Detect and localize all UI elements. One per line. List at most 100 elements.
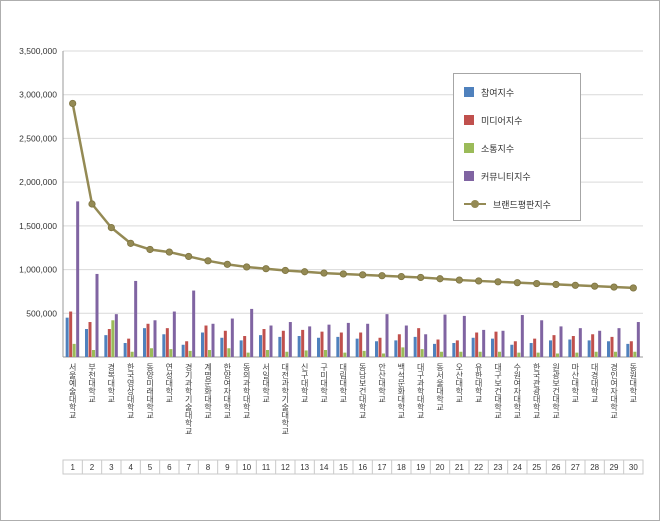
brand-index-marker-icon	[127, 239, 135, 247]
bar-소통지수	[614, 351, 617, 357]
bar-소통지수	[72, 343, 76, 357]
bar-미디어지수	[378, 337, 382, 357]
bar-참여지수	[491, 338, 494, 357]
rank-number-label: 29	[610, 463, 619, 472]
bar-커뮤니티지수	[114, 314, 118, 357]
brand-index-marker-icon	[629, 284, 637, 292]
bar-미디어지수	[301, 329, 305, 357]
x-axis-category-label: 동양미래대학교	[145, 363, 154, 419]
y-axis-tick-label: 1,000,000	[19, 265, 57, 275]
bar-커뮤니티지수	[250, 308, 254, 357]
legend-item-communication: 소통지수	[464, 139, 570, 157]
y-axis-tick-label: 2,000,000	[19, 177, 57, 187]
bar-참여지수	[278, 336, 282, 357]
bar-커뮤니티지수	[327, 324, 331, 357]
brand-index-marker-icon	[475, 277, 483, 285]
rank-number-label: 15	[339, 463, 348, 472]
bar-참여지수	[336, 336, 340, 357]
x-axis-category-label: 유한대학교	[474, 363, 483, 403]
bar-소통지수	[594, 351, 598, 357]
rank-number-label: 21	[455, 463, 464, 472]
bar-미디어지수	[107, 329, 111, 357]
bar-미디어지수	[475, 332, 479, 357]
bar-소통지수	[111, 320, 115, 357]
bar-미디어지수	[146, 323, 150, 357]
brand-index-marker-icon	[455, 276, 463, 284]
bar-미디어지수	[494, 331, 498, 357]
x-axis-category-label: 오산대학교	[455, 363, 464, 403]
bar-미디어지수	[571, 336, 575, 357]
x-axis-category-label: 대림대학교	[339, 363, 348, 403]
bar-참여지수	[626, 343, 630, 357]
legend-label-media: 미디어지수	[481, 115, 523, 126]
brand-index-marker-icon	[436, 275, 444, 283]
bar-참여지수	[297, 336, 301, 357]
legend-swatch-brand-line-icon	[464, 199, 486, 209]
bar-참여지수	[568, 339, 572, 357]
bar-커뮤니티지수	[95, 273, 99, 357]
brand-index-marker-icon	[204, 257, 212, 265]
bar-커뮤니티지수	[462, 315, 466, 357]
rank-number-label: 28	[590, 463, 599, 472]
x-axis-category-label: 경기과학기술대학교	[184, 362, 193, 435]
bar-소통지수	[266, 350, 269, 357]
x-axis-category-label: 동남보건대학교	[358, 363, 367, 419]
bar-참여지수	[220, 337, 224, 357]
bar-참여지수	[413, 336, 417, 357]
rank-number-label: 17	[378, 463, 387, 472]
bar-소통지수	[633, 351, 637, 357]
bar-소통지수	[188, 350, 192, 357]
x-axis-category-label: 대전과학기술대학교	[281, 363, 290, 435]
x-axis-category-label: 경복대학교	[107, 362, 116, 403]
rank-number-label: 7	[186, 463, 191, 472]
bar-소통지수	[324, 350, 327, 357]
x-axis-category-label: 경인여자대학교	[609, 362, 618, 419]
bar-참여지수	[433, 343, 436, 357]
bar-소통지수	[478, 351, 482, 357]
rank-number-label: 16	[358, 463, 367, 472]
bar-참여지수	[181, 344, 185, 357]
bar-참여지수	[123, 343, 127, 357]
bar-소통지수	[343, 352, 347, 357]
bar-커뮤니티지수	[482, 329, 486, 357]
rank-number-label: 26	[552, 463, 561, 472]
bar-커뮤니티지수	[230, 318, 234, 357]
bar-소통지수	[420, 349, 424, 357]
bar-소통지수	[169, 349, 173, 357]
legend-item-brand-index: 브랜드평판지수	[464, 195, 570, 213]
bar-커뮤니티지수	[346, 322, 350, 357]
bar-커뮤니티지수	[288, 322, 292, 357]
bar-커뮤니티지수	[134, 280, 138, 357]
bar-소통지수	[227, 348, 231, 357]
bar-미디어지수	[436, 339, 440, 357]
legend-label-participation: 참여지수	[481, 87, 515, 98]
bar-커뮤니티지수	[501, 330, 505, 357]
rank-number-label: 23	[494, 463, 503, 472]
bar-참여지수	[201, 332, 204, 357]
brand-index-marker-icon	[552, 280, 560, 289]
brand-index-marker-icon	[591, 282, 599, 290]
bar-미디어지수	[552, 335, 556, 357]
rank-number-label: 19	[416, 463, 425, 472]
x-axis-category-label: 부천대학교	[87, 363, 96, 403]
bar-커뮤니티지수	[269, 325, 273, 357]
brand-index-marker-icon	[320, 269, 328, 277]
bar-커뮤니티지수	[404, 325, 408, 357]
rank-number-label: 5	[148, 463, 153, 472]
brand-index-marker-icon	[185, 252, 193, 261]
x-axis-category-label: 동의과학대학교	[242, 363, 251, 419]
bar-미디어지수	[223, 330, 227, 357]
bar-참여지수	[85, 329, 88, 357]
rank-number-label: 11	[262, 463, 271, 472]
x-axis-category-label: 계명문화대학교	[203, 362, 212, 419]
rank-number-label: 6	[167, 463, 172, 472]
bar-커뮤니티지수	[385, 314, 389, 357]
bar-커뮤니티지수	[443, 314, 447, 357]
bar-미디어지수	[127, 338, 131, 357]
brand-index-marker-icon	[494, 278, 502, 286]
rank-number-label: 9	[225, 463, 230, 472]
legend-label-communication: 소통지수	[481, 143, 515, 154]
brand-index-marker-icon	[281, 266, 289, 275]
bar-미디어지수	[320, 331, 324, 357]
